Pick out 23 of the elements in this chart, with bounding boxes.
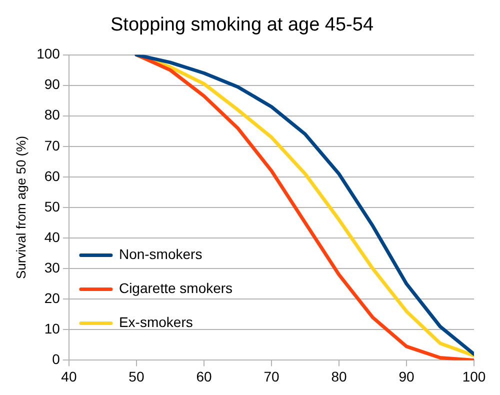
x-tick-label: 40: [61, 368, 77, 384]
y-tick-label: 50: [44, 198, 60, 214]
y-tick-label: 10: [44, 320, 60, 337]
x-tick-label: 50: [128, 368, 144, 384]
y-tick-label: 20: [44, 290, 60, 306]
y-tick-label: 100: [36, 46, 60, 62]
x-tick-label: 100: [462, 368, 486, 384]
x-tick-label: 80: [331, 368, 347, 384]
y-tick-label: 90: [44, 76, 60, 92]
y-axis-title: Survival from age 50 (%): [13, 136, 28, 280]
y-tick-label: 80: [44, 106, 60, 123]
y-tick-label: 30: [44, 259, 60, 276]
y-tick-label: 40: [44, 228, 60, 245]
legend-label: Cigarette smokers: [118, 280, 233, 296]
legend-label: Ex-smokers: [118, 314, 193, 330]
y-tick-label: 70: [44, 137, 60, 154]
y-tick-label: 60: [44, 168, 60, 184]
x-tick-label: 60: [196, 368, 212, 384]
y-tick-label: 0: [52, 351, 60, 368]
legend-label: Non-smokers: [118, 246, 202, 262]
chart-title: Stopping smoking at age 45-54: [110, 14, 374, 36]
x-tick-label: 70: [264, 368, 280, 384]
x-tick-label: 90: [398, 368, 414, 384]
